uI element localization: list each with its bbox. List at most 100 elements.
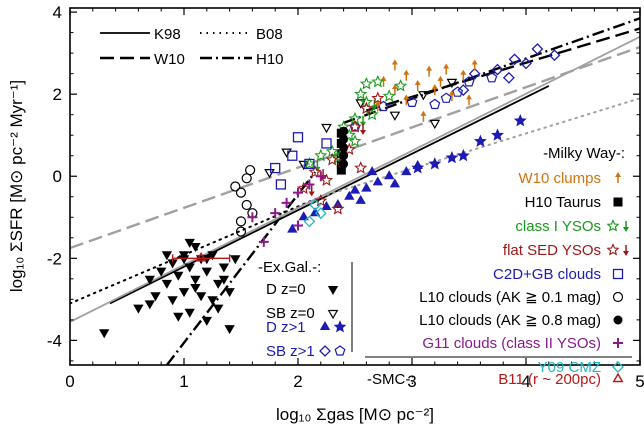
- legend-entry-marker: [623, 245, 629, 256]
- point-d-z-0: [184, 308, 195, 318]
- point-d-z-0: [207, 296, 218, 306]
- group-smc: -SMC-:: [367, 371, 415, 388]
- line-legend: K98 B08 W10 H10: [100, 26, 284, 68]
- ex-gal-entry-marker: [319, 320, 331, 330]
- point-sb-z-0: [418, 91, 429, 101]
- point-d-z-0: [218, 275, 230, 285]
- y-tick-label: -2: [47, 249, 62, 268]
- point-g11-clouds: [270, 208, 281, 219]
- point-l10-clouds-ak-0-1: [235, 216, 247, 227]
- point-flat-sed-ysos-limit: [360, 124, 366, 135]
- legend-entry-label: W10 clumps: [518, 170, 601, 187]
- x-tick-label: 4: [521, 372, 530, 391]
- ex-gal-entry-label: D z=0: [266, 281, 306, 298]
- x-tick-label: 5: [635, 372, 644, 391]
- point-flat-sed-ysos: [359, 101, 373, 115]
- point-flat-sed-ysos-limit: [308, 185, 315, 197]
- point-g11-clouds: [293, 187, 303, 198]
- point-class-i-ysos: [394, 79, 408, 92]
- point-d-z-1-star: [513, 114, 527, 127]
- point-y09-cmz: [309, 199, 322, 211]
- point-d-z-0: [184, 238, 195, 248]
- point-d-z-0: [144, 275, 155, 285]
- point-b11: [195, 251, 207, 262]
- point-flat-sed-ysos: [331, 202, 345, 215]
- legend-entry-marker: [612, 372, 624, 383]
- point-d-z-0: [161, 279, 173, 289]
- data-points: [99, 43, 561, 339]
- point-w10-clumps: [391, 84, 398, 96]
- x-tick-label: 2: [293, 372, 302, 391]
- point-h10-taurus: [336, 165, 346, 175]
- point-c2d-gb-clouds: [292, 132, 304, 143]
- point-w10-clumps: [460, 69, 467, 81]
- point-g11-clouds: [293, 220, 303, 231]
- milky-way-legend: -Milky Way-: W10 clumps H10 Taurus class I…: [419, 145, 629, 388]
- x-tick-label: 0: [65, 372, 74, 391]
- legend-entry-label: G11 clouds (class II YSOs): [422, 335, 601, 352]
- legend-entry-marker: [612, 268, 624, 280]
- point-w10-clumps: [391, 59, 398, 71]
- point-d-z-1: [349, 184, 361, 194]
- point-d-z-1-star: [491, 128, 504, 141]
- point-sb-z-0: [389, 111, 401, 121]
- point-w10-clumps: [420, 110, 427, 122]
- legend-entry-label: flat SED YSOs: [503, 242, 601, 259]
- point-w10-clumps: [466, 94, 472, 106]
- point-d-z-1-star: [428, 157, 442, 170]
- point-l10-clouds-ak-0-1: [230, 181, 241, 192]
- point-d-z-1: [287, 223, 298, 233]
- point-y09-cmz: [314, 207, 327, 220]
- y-tick-label: 0: [53, 167, 62, 186]
- group-ex-gal: -Ex.Gal.-:: [258, 259, 321, 276]
- point-d-z-0: [195, 292, 207, 302]
- point-class-i-ysos: [359, 77, 373, 90]
- legend-entry-marker: [613, 197, 623, 207]
- point-sb-z-1-pent: [377, 100, 390, 112]
- point-g11-clouds: [304, 179, 315, 190]
- point-l10-clouds-ak-0-8: [339, 151, 349, 161]
- point-g11-clouds: [258, 236, 269, 247]
- point-d-z-1-star: [456, 148, 470, 162]
- y-tick-label: 2: [53, 85, 62, 104]
- point-d-z-0: [190, 243, 201, 253]
- legend-entry-marker: [606, 243, 620, 256]
- point-d-z-0: [173, 312, 184, 322]
- point-d-z-1: [372, 176, 383, 186]
- point-sb-z-1-pent: [440, 92, 452, 103]
- point-l10-clouds-ak-0-8: [339, 134, 349, 144]
- legend-entry-label: L10 clouds (AK ≧ 0.8 mag): [419, 312, 601, 329]
- legend-entry-label: Y09 CMZ: [538, 359, 601, 376]
- point-d-z-0: [173, 271, 184, 281]
- point-g11-clouds: [315, 171, 326, 182]
- point-d-z-0: [150, 292, 161, 302]
- point-w10-clumps: [431, 84, 438, 96]
- point-c2d-gb-clouds: [287, 150, 298, 161]
- point-flat-sed-ysos: [371, 91, 385, 104]
- point-class-i-ysos: [359, 95, 373, 108]
- point-sb-z-1: [491, 63, 504, 76]
- ex-gal-entry-label: SB z=0: [266, 305, 315, 322]
- point-flat-sed-ysos: [314, 194, 328, 207]
- point-w10-clumps: [403, 94, 410, 106]
- legend-entry-label: B11 (r ~ 200pc): [498, 371, 601, 388]
- point-flat-sed-ysos: [297, 181, 311, 195]
- point-d-z-1: [384, 170, 395, 180]
- axis-ticks: 0 1 2 3 4 5 -4 -2 0 2 4: [47, 3, 644, 391]
- point-flat-sed-ysos: [308, 165, 322, 178]
- point-sb-z-1: [502, 71, 515, 84]
- legend-k98: K98: [154, 26, 181, 43]
- ex-gal-entry-marker: [327, 286, 339, 296]
- legend-entry-marker: [615, 172, 621, 183]
- legend-entry-marker: [613, 315, 623, 325]
- point-l10-clouds-ak-0-8: [339, 143, 349, 153]
- point-d-z-1-star: [411, 161, 425, 174]
- point-d-z-1-star: [445, 151, 459, 164]
- point-flat-sed-ysos: [354, 161, 368, 174]
- point-sb-z-1-pent: [429, 98, 441, 110]
- legend-entry-label: class I YSOs: [515, 218, 601, 235]
- point-h10-taurus: [336, 138, 346, 148]
- point-d-z-0: [178, 255, 190, 265]
- point-flat-sed-ysos: [325, 152, 339, 166]
- group-milky-way: -Milky Way-:: [543, 145, 625, 162]
